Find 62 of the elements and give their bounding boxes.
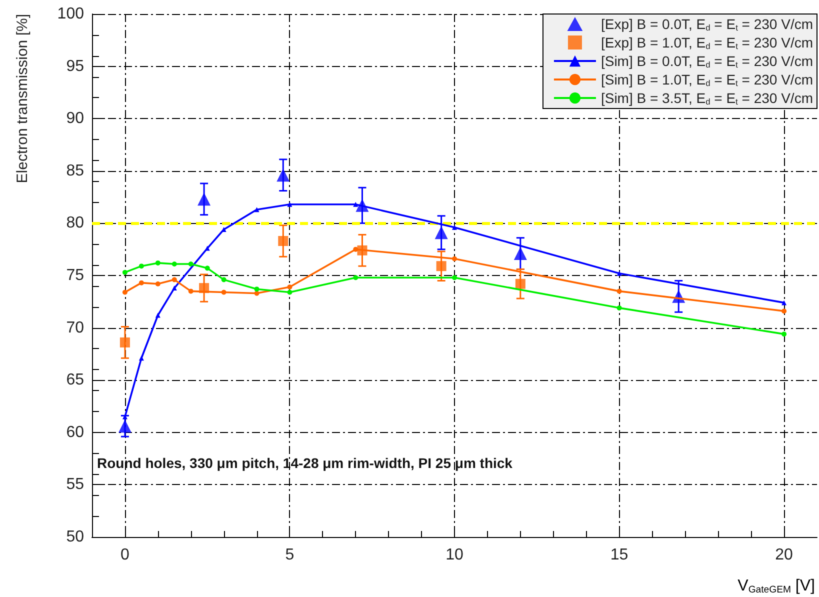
y-tick-label: 100 <box>57 6 84 22</box>
point <box>616 288 622 294</box>
point <box>188 288 194 294</box>
point <box>287 284 292 290</box>
point <box>353 202 358 207</box>
point <box>172 277 177 282</box>
point <box>616 305 622 310</box>
point <box>515 278 526 289</box>
y-tick-label: 80 <box>66 214 84 232</box>
y-tick-label: 60 <box>66 424 84 441</box>
point <box>436 261 446 272</box>
point <box>138 264 144 269</box>
y-axis-title: Electron transmission [%] <box>14 14 31 184</box>
x-tick-label: 5 <box>285 546 294 564</box>
point <box>138 280 144 286</box>
point <box>276 168 290 182</box>
y-tick-label: 70 <box>66 319 84 336</box>
point <box>254 286 260 292</box>
x-tick-label: 20 <box>775 546 794 564</box>
point <box>138 356 144 361</box>
y-tick-label: 90 <box>66 110 84 128</box>
point <box>434 226 448 240</box>
y-tick-label: 50 <box>66 528 84 546</box>
annotation: Round holes, 330 μm pitch, 14-28 μm rim-width, PI 25 μm thick <box>97 455 513 471</box>
point <box>353 246 358 252</box>
point <box>353 275 358 280</box>
point <box>204 246 210 251</box>
point <box>155 260 160 266</box>
point <box>221 290 226 295</box>
point <box>221 277 226 282</box>
point <box>198 192 211 206</box>
point <box>782 300 787 306</box>
y-tick-label: 65 <box>66 372 84 389</box>
point <box>118 420 132 433</box>
point <box>172 261 177 266</box>
point <box>120 337 130 348</box>
point <box>155 281 160 286</box>
point <box>122 290 128 295</box>
point <box>782 332 787 337</box>
y-tick-label: 95 <box>66 58 84 75</box>
point <box>452 275 457 280</box>
x-tick-label: 0 <box>120 546 130 564</box>
point <box>278 236 288 246</box>
point <box>188 261 194 266</box>
point <box>616 270 622 276</box>
x-tick-label: 10 <box>446 546 464 564</box>
point <box>287 290 292 295</box>
point <box>122 270 128 275</box>
point <box>122 414 128 420</box>
point <box>782 308 787 314</box>
point <box>452 256 457 262</box>
point <box>172 286 177 291</box>
point <box>204 266 210 271</box>
x-tick-label: 15 <box>610 546 628 564</box>
point <box>287 202 292 207</box>
y-tick-label: 55 <box>66 476 84 494</box>
point <box>155 312 160 318</box>
point <box>452 224 457 230</box>
y-tick-label: 75 <box>66 267 84 284</box>
point <box>514 247 527 260</box>
y-tick-label: 85 <box>66 162 84 180</box>
point <box>254 207 260 212</box>
